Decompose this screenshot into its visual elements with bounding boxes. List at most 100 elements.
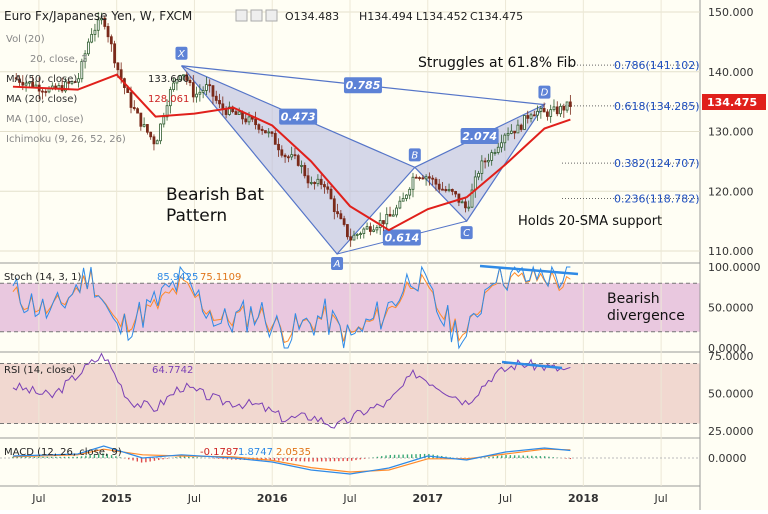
annotation-pattern-line1: Bearish Bat (166, 185, 264, 205)
annotation-divergence-line1: Bearish (607, 291, 660, 307)
candle-body (532, 114, 536, 117)
harmonic-point-b: B (411, 150, 418, 161)
macd-hist-value: -0.1787 (200, 447, 239, 458)
settings-icon[interactable] (235, 9, 248, 22)
candle-body (306, 175, 310, 184)
price-tick-label: 130.000 (708, 126, 754, 139)
candle-body (67, 81, 71, 84)
candle-body (159, 123, 162, 142)
close-icon[interactable] (265, 9, 278, 22)
candle-body (444, 189, 448, 192)
ratio-bcd: 2.074 (462, 130, 497, 143)
candle-body (391, 214, 395, 217)
price-tick-label: 140.000 (708, 66, 754, 79)
candle-body (365, 226, 369, 230)
candle-body (109, 36, 113, 45)
candle-body (293, 154, 297, 157)
ohlc-low: L134.452 (416, 10, 468, 23)
candle-body (352, 234, 356, 241)
candle-body (503, 134, 507, 144)
candle-body (86, 41, 90, 55)
candle-body (487, 159, 490, 163)
candle-body (80, 61, 84, 80)
candle-body (27, 81, 31, 84)
ohlc-close: C134.475 (470, 10, 523, 23)
candle-body (227, 106, 231, 115)
symbol-title: Euro Fx/Japanese Yen, W, FXCM (4, 9, 192, 23)
candle-body (93, 29, 97, 35)
candle-body (214, 95, 218, 101)
candle-body (309, 182, 313, 184)
candle-body (257, 124, 261, 130)
stoch-d-line (12, 266, 571, 344)
candle-body (149, 131, 153, 138)
candle-body (565, 101, 569, 111)
candle-body (464, 201, 467, 209)
harmonic-point-d: D (541, 88, 549, 99)
harmonic-point-c: C (463, 228, 470, 239)
candle-body (254, 118, 257, 126)
fib-label: 0.382(124.707) (614, 157, 700, 170)
eye-icon[interactable] (250, 9, 263, 22)
candle-body (509, 130, 513, 134)
annotation-divergence-line2: divergence (607, 308, 685, 324)
candle-body (506, 133, 510, 136)
candle-body (395, 207, 398, 216)
ratio-xab-box (279, 108, 318, 125)
candle-body (493, 152, 497, 154)
harmonic-point-x: X (177, 49, 186, 60)
annotation-fib-struggle: Struggles at 61.8% Fib (418, 55, 576, 71)
candle-body (73, 81, 77, 83)
sma20-line (12, 73, 571, 232)
candle-body (372, 229, 376, 232)
candle-body (447, 189, 451, 192)
candle-body (401, 198, 405, 202)
time-tick-label: 2016 (257, 492, 288, 505)
candle-body (441, 188, 444, 191)
candle-body (83, 53, 87, 62)
candle-body (162, 116, 166, 125)
rsi-value: 64.7742 (152, 365, 193, 376)
candle-body (398, 200, 402, 209)
candle-body (172, 82, 176, 90)
time-tick-label: Jul (187, 492, 201, 505)
candle-body (264, 130, 267, 134)
candle-body (260, 128, 264, 131)
stoch-divergence-line (479, 264, 579, 276)
harmonic-point-box-c (460, 226, 473, 240)
candle-body (336, 211, 339, 215)
candle-body (113, 43, 116, 64)
candle-body (355, 233, 359, 236)
candle-body (431, 177, 435, 180)
candle-body (470, 189, 474, 208)
price-tick-label: 150.000 (708, 6, 754, 19)
rsi-line (12, 352, 571, 429)
macd-line-value: 1.8747 (238, 447, 273, 458)
candle-body (418, 177, 421, 179)
time-tick-label: Jul (31, 492, 45, 505)
candle-body (529, 114, 533, 119)
candle-body (77, 78, 80, 83)
candle-body (523, 115, 526, 130)
candle-body (64, 81, 67, 92)
candle-body (319, 178, 323, 185)
stoch-tick-label: 100.0000 (708, 261, 761, 274)
time-tick-label: 2017 (412, 492, 443, 505)
stoch-tick-label: 50.0000 (708, 302, 754, 315)
time-tick-label: Jul (342, 492, 356, 505)
candle-body (247, 116, 251, 123)
candle-body (18, 78, 21, 83)
candle-body (155, 140, 159, 145)
candle-body (90, 33, 94, 43)
candle-body (106, 26, 110, 38)
candle-body (119, 69, 123, 80)
annotation-sma-support: Holds 20-SMA support (518, 214, 662, 229)
fib-label: 0.618(134.285) (614, 100, 700, 113)
ratio-abc-box (382, 229, 421, 246)
candle-body (178, 75, 182, 80)
stoch-lines (12, 264, 579, 350)
rsi-legend: RSI (14, close) (4, 365, 76, 376)
candle-body (342, 218, 346, 225)
candle-body (296, 155, 300, 166)
